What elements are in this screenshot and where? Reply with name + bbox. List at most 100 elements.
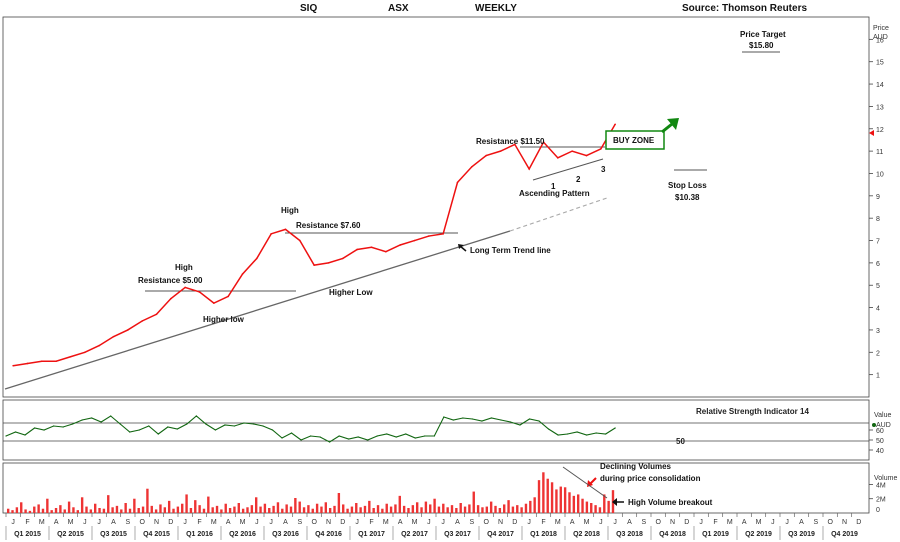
- high-label-1: High: [175, 263, 193, 272]
- rsi-point: [129, 431, 131, 433]
- price-point: [370, 246, 373, 249]
- month-tick-label: M: [756, 519, 762, 526]
- quarter-tick-label: Q1 2016: [186, 531, 213, 538]
- price-point: [241, 273, 244, 275]
- rsi-point: [24, 434, 26, 436]
- price-point: [112, 335, 115, 338]
- month-tick-label: M: [383, 519, 389, 526]
- resistance-760-label: Resistance $7.60: [296, 221, 361, 230]
- pattern-point-3: 3: [601, 165, 606, 174]
- rsi-level-50-label: 50: [676, 437, 685, 446]
- price-point: [84, 351, 86, 354]
- price-point: [284, 228, 287, 231]
- month-tick-label: F: [197, 519, 201, 526]
- rsi-point: [329, 441, 331, 443]
- price-point: [413, 239, 416, 242]
- rsi-point: [586, 434, 588, 436]
- quarter-tick-label: Q2 2016: [229, 531, 256, 538]
- month-tick-label: N: [842, 519, 847, 526]
- rsi-point: [471, 418, 473, 420]
- rsi-point: [309, 435, 312, 437]
- month-tick-label: N: [498, 519, 503, 526]
- month-tick-label: A: [455, 519, 460, 526]
- price-point: [385, 250, 387, 253]
- volume-tick-label: 4M: [876, 482, 886, 489]
- ascending-pattern-label: Ascending Pattern: [519, 189, 590, 198]
- buy-zone-label: BUY ZONE: [613, 136, 655, 145]
- annotations: Price Target $15.80 Resistance $11.50 Re…: [138, 30, 786, 507]
- rsi-point: [224, 424, 226, 426]
- month-tick-label: J: [785, 519, 789, 526]
- rsi-point: [62, 426, 64, 428]
- price-point: [614, 123, 616, 126]
- month-tick-label: O: [311, 519, 317, 526]
- rsi-point: [433, 435, 435, 437]
- rsi-point: [605, 433, 607, 435]
- price-tick-label: 7: [876, 239, 880, 246]
- stop-loss-title: Stop Loss: [668, 181, 707, 190]
- price-point: [41, 360, 43, 363]
- month-tick-label: O: [655, 519, 661, 526]
- price-point: [270, 233, 272, 235]
- price-tick-label: 8: [876, 216, 880, 223]
- volume-panel-frame: [2, 462, 870, 514]
- rsi-tick-label: 60: [876, 428, 884, 435]
- rsi-point: [319, 436, 321, 438]
- month-tick-label: D: [856, 519, 861, 526]
- quarter-tick-label: Q4 2015: [143, 531, 170, 538]
- month-tick-label: M: [555, 519, 561, 526]
- quarter-tick-label: Q2 2017: [401, 531, 428, 538]
- rsi-point: [490, 417, 493, 419]
- rsi-unit-label: Value: [874, 412, 891, 419]
- month-tick-label: J: [255, 519, 259, 526]
- rsi-axis: 40 50 60: [869, 428, 884, 455]
- higher-low-label-2: Higher Low: [329, 288, 373, 297]
- month-tick-label: O: [139, 519, 145, 526]
- month-tick-label: S: [641, 519, 646, 526]
- price-point: [55, 360, 57, 363]
- resistance-1150-label: Resistance $11.50: [476, 137, 545, 146]
- trend-line-label: Long Term Trend line: [470, 246, 551, 255]
- rsi-point: [100, 421, 102, 423]
- month-tick-label: A: [398, 519, 403, 526]
- declining-volumes-label: Declining Volumes: [600, 462, 672, 471]
- month-tick-label: A: [742, 519, 747, 526]
- price-tick-label: 2: [876, 350, 880, 357]
- month-tick-label: M: [240, 519, 246, 526]
- rsi-point: [595, 432, 597, 434]
- price-point: [542, 141, 545, 143]
- rsi-point: [186, 423, 188, 425]
- month-tick-label: A: [283, 519, 288, 526]
- month-tick-label: F: [713, 519, 717, 526]
- price-unit-label: Price: [873, 25, 889, 32]
- rsi-point: [252, 423, 255, 425]
- rsi-title: Relative Strength Indicator 14: [696, 407, 809, 416]
- chart-header: SIQ ASX WEEKLY Source: Thomson Reuters: [300, 3, 807, 14]
- quarter-tick-label: Q3 2019: [788, 531, 815, 538]
- price-tick-label: 1: [876, 373, 880, 380]
- price-point: [356, 248, 358, 251]
- rsi-point: [157, 433, 159, 435]
- rsi-point: [14, 431, 17, 433]
- month-tick-label: O: [483, 519, 489, 526]
- rsi-point: [262, 425, 264, 427]
- price-point: [528, 168, 530, 170]
- month-tick-label: F: [25, 519, 29, 526]
- month-tick-label: S: [813, 519, 818, 526]
- price-tick-label: 14: [876, 82, 884, 89]
- month-tick-label: J: [699, 519, 703, 526]
- pattern-point-2: 2: [576, 175, 581, 184]
- buy-zone-box: [605, 130, 665, 150]
- price-point: [127, 329, 129, 331]
- last-price-marker-icon: [869, 130, 874, 136]
- month-tick-label: D: [168, 519, 173, 526]
- high-volume-pointer-icon: [612, 498, 624, 506]
- month-tick-label: A: [627, 519, 632, 526]
- month-tick-label: J: [427, 519, 431, 526]
- price-tick-label: 3: [876, 328, 880, 335]
- rsi-point: [481, 420, 483, 422]
- month-tick-label: A: [54, 519, 59, 526]
- price-point: [313, 264, 315, 266]
- month-tick-label: S: [125, 519, 130, 526]
